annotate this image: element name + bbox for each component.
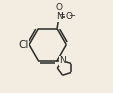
Text: Cl: Cl bbox=[18, 40, 28, 50]
Text: +: + bbox=[58, 10, 64, 19]
Text: N: N bbox=[55, 12, 62, 21]
Text: N: N bbox=[59, 56, 65, 65]
Text: −: − bbox=[68, 11, 75, 20]
Text: O: O bbox=[55, 3, 62, 12]
Text: N: N bbox=[59, 56, 65, 65]
Text: O: O bbox=[65, 12, 72, 21]
